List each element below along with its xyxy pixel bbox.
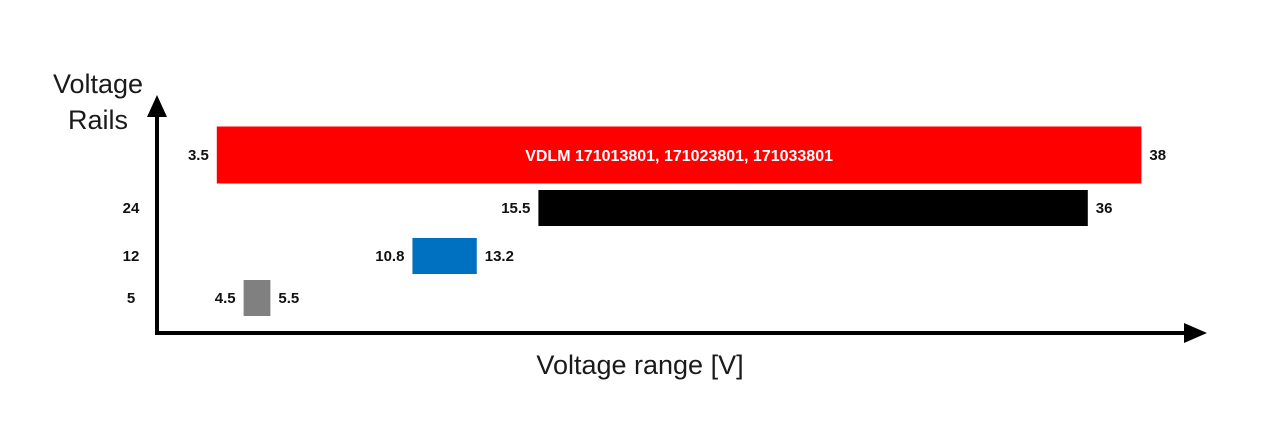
bar-end-label: 5.5 <box>278 290 299 307</box>
bar-product-label: VDLM 171013801, 171023801, 171033801 <box>525 148 833 165</box>
y-tick-label: 24 <box>123 200 140 217</box>
range-bar <box>412 238 477 274</box>
y-tick-labels: 24 12 5 <box>123 200 140 307</box>
y-axis-arrow-icon <box>147 95 167 117</box>
range-bar <box>538 190 1088 226</box>
range-bars: 3.5 38 VDLM 171013801, 171023801, 17103380… <box>188 126 1166 316</box>
bar-end-label: 13.2 <box>485 248 514 265</box>
range-bar <box>243 280 271 316</box>
bar-start-label: 15.5 <box>501 200 530 217</box>
bar-end-label: 38 <box>1149 147 1166 164</box>
x-axis-title: Voltage range [V] <box>536 350 743 380</box>
bar-end-label: 36 <box>1096 200 1113 217</box>
y-tick-label: 12 <box>123 248 140 265</box>
y-axis-title-line1: Voltage <box>53 69 143 99</box>
bar-start-label: 3.5 <box>188 147 209 164</box>
y-tick-label: 5 <box>127 290 135 307</box>
range-bar <box>216 126 1142 184</box>
x-axis-arrow-icon <box>1184 323 1207 343</box>
bar-start-label: 4.5 <box>215 290 236 307</box>
bar-start-label: 10.8 <box>375 248 404 265</box>
y-axis-title-line2: Rails <box>68 105 128 135</box>
